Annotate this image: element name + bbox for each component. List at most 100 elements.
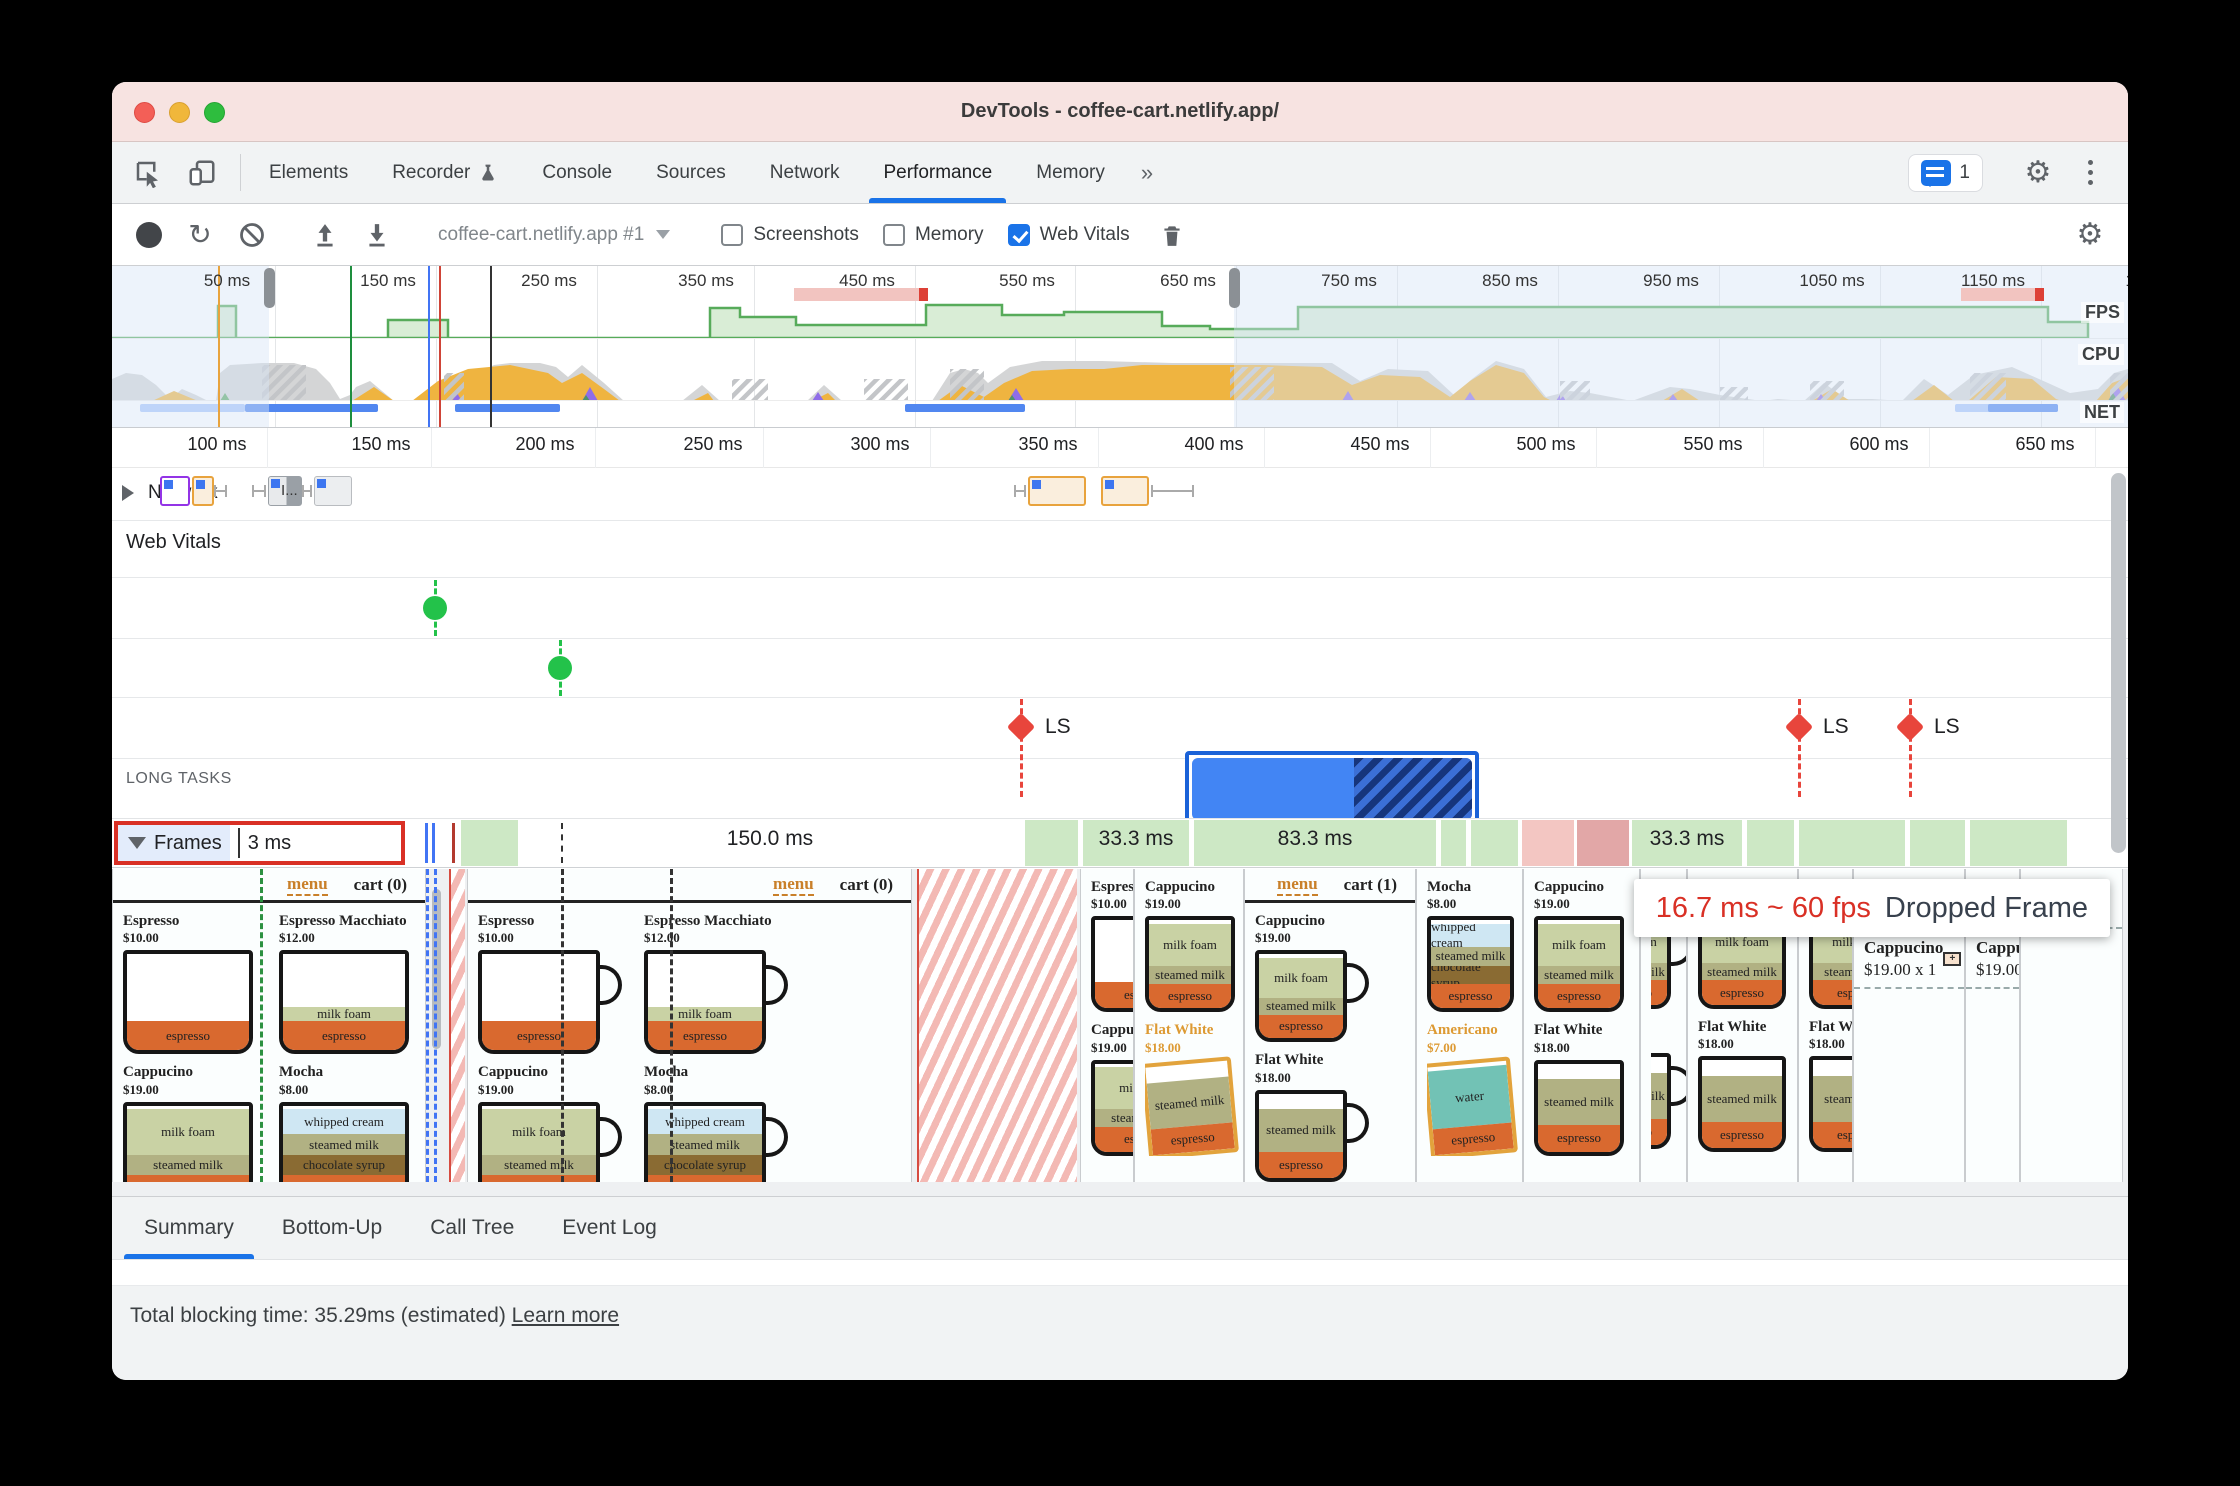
frame-segment[interactable]: [1440, 820, 1467, 866]
overview-tick: 650 ms: [1160, 271, 1216, 290]
screenshot-frame[interactable]: Cappucino $19.00 milk foam steamed milk espr…: [1523, 869, 1640, 1182]
tab-performance[interactable]: Performance: [861, 142, 1014, 203]
toggle-device-toolbar-icon[interactable]: [180, 151, 224, 195]
frames-track[interactable]: 33.3 ms 83.3 ms 33.3 ms 150.0 ms Frames 3 m…: [112, 818, 2128, 868]
long-task-bar[interactable]: [1185, 751, 1479, 827]
tab-sources[interactable]: Sources: [656, 161, 726, 183]
app-cart-link: cart (0): [839, 874, 893, 894]
request-whisker: [302, 485, 312, 497]
frame-duration-label: 83.3 ms: [1277, 827, 1353, 850]
reload-and-record-icon[interactable]: ↻: [188, 219, 212, 250]
history-dropdown[interactable]: coffee-cart.netlify.app #1: [428, 224, 680, 246]
cup-layer-empty: [648, 957, 762, 1008]
checkbox-icon[interactable]: [721, 223, 744, 246]
frame-duration-label: 33.3 ms: [1649, 827, 1725, 850]
screenshot-frame[interactable]: menu cart (0) Espresso $10.00 espresso Espres…: [112, 869, 426, 1182]
event-marker-line: [350, 266, 352, 427]
close-window-button[interactable]: [134, 101, 155, 123]
increase-qty-button[interactable]: +: [1943, 952, 1962, 967]
network-track[interactable]: Network I...: [112, 468, 2128, 520]
tab-network[interactable]: Network: [769, 161, 840, 183]
vertical-scrollbar[interactable]: [2111, 473, 2126, 853]
window-drag-handle[interactable]: [1229, 268, 1240, 308]
frame-segment[interactable]: [1746, 820, 1795, 866]
screenshot-frame[interactable]: Espresso$10.00 espresso Cappucino$19.00 mil…: [1080, 869, 1134, 1182]
panel-tabs: Elements Recorder Console Sources Network Per…: [247, 142, 1127, 203]
checkbox-icon[interactable]: [1007, 223, 1030, 246]
gridline: [1880, 266, 1881, 427]
tab-memory[interactable]: Memory: [1036, 161, 1105, 183]
settings-gear-icon[interactable]: ⚙: [2024, 155, 2052, 189]
window-drag-handle[interactable]: [264, 268, 275, 308]
clear-recording-icon[interactable]: [230, 213, 274, 257]
frame-segment[interactable]: [1082, 820, 1190, 866]
screenshot-frame[interactable]: menu cart (1) Cappucino $19.00 milk foam stea…: [1244, 869, 1416, 1182]
network-request[interactable]: [192, 476, 214, 506]
frame-marker-line: [434, 869, 437, 1182]
frame-segment[interactable]: [1631, 820, 1743, 866]
screenshot-frame[interactable]: Mocha $8.00 whipped cream steamed milk choco…: [1416, 869, 1523, 1182]
web-vital-good-marker[interactable]: [548, 656, 572, 680]
tab-elements[interactable]: Elements: [269, 161, 349, 183]
web-vital-good-marker[interactable]: [423, 596, 447, 620]
save-profile-icon[interactable]: [355, 213, 399, 257]
quantity-stepper[interactable]: +-: [1943, 952, 1964, 967]
option-screenshots[interactable]: Screenshots: [709, 223, 871, 246]
minimize-window-button[interactable]: [169, 101, 190, 123]
frame-segment[interactable]: [1470, 820, 1519, 866]
record-button[interactable]: [136, 221, 162, 248]
network-request[interactable]: [1101, 476, 1149, 506]
garbage-collect-icon[interactable]: [1150, 213, 1194, 257]
frames-track-header[interactable]: Frames 3 ms: [114, 821, 405, 865]
timeline-overview[interactable]: 50 ms 150 ms 250 ms 350 ms 450 ms 550 ms 650 m…: [112, 266, 2128, 428]
issues-counter[interactable]: 1: [1908, 153, 1983, 192]
checkbox-icon[interactable]: [882, 223, 905, 246]
load-profile-icon[interactable]: [303, 213, 347, 257]
option-web-vitals[interactable]: Web Vitals: [996, 223, 1142, 246]
layout-shift-marker[interactable]: [1895, 712, 1925, 742]
analysis-tab-event-log[interactable]: Event Log: [562, 1216, 657, 1239]
option-memory[interactable]: Memory: [871, 223, 996, 246]
network-request[interactable]: I...: [268, 476, 302, 506]
layout-shift-marker[interactable]: [1784, 712, 1814, 742]
screenshot-frame[interactable]: menu cart (0) Espresso $10.00 espresso Espres…: [467, 869, 912, 1182]
collapse-arrow-icon[interactable]: [128, 836, 146, 858]
frame-segment[interactable]: [1522, 820, 1574, 866]
frame-segment[interactable]: [1577, 820, 1629, 866]
frame-segment[interactable]: [1969, 820, 2068, 866]
customize-devtools-icon[interactable]: [2070, 151, 2110, 195]
network-request[interactable]: [1028, 476, 1086, 506]
zoom-window-button[interactable]: [204, 101, 225, 123]
tab-console[interactable]: Console: [542, 161, 613, 183]
analysis-tab-summary[interactable]: Summary: [120, 1197, 258, 1259]
cup-layer-espresso: espresso: [1431, 983, 1510, 1009]
tab-recorder[interactable]: Recorder: [370, 142, 520, 203]
request-whisker: [1151, 485, 1194, 497]
network-request[interactable]: [314, 476, 352, 506]
frame-segment[interactable]: [1024, 820, 1079, 866]
screenshot-filmstrip[interactable]: menu cart (0) Espresso $10.00 espresso Espres…: [112, 869, 2128, 1196]
frame-segment[interactable]: [460, 820, 519, 866]
frame-segment[interactable]: [1798, 820, 1906, 866]
inspect-element-icon[interactable]: [126, 151, 170, 195]
timeline-detail-pane[interactable]: 100 ms 150 ms 200 ms 250 ms 300 ms 350 ms 400 …: [112, 428, 2128, 1196]
learn-more-link[interactable]: Learn more: [511, 1304, 620, 1327]
more-tabs-icon[interactable]: »: [1140, 159, 1154, 185]
cup-body: espresso: [123, 950, 253, 1055]
screenshot-frame[interactable]: Cappucino $19.00 milk foam steamed milk espr…: [1134, 869, 1244, 1182]
layout-shift-marker[interactable]: [1006, 712, 1036, 742]
analysis-tab-bottom-up[interactable]: Bottom-Up: [281, 1216, 383, 1239]
capture-settings-gear-icon[interactable]: ⚙: [2076, 217, 2104, 251]
event-marker-line: [439, 266, 441, 427]
network-request[interactable]: [160, 476, 190, 506]
frame-segment[interactable]: [1193, 820, 1437, 866]
analysis-tab-call-tree[interactable]: Call Tree: [430, 1216, 515, 1239]
frame-segment[interactable]: [1909, 820, 1966, 866]
expand-arrow-icon[interactable]: [122, 485, 142, 501]
